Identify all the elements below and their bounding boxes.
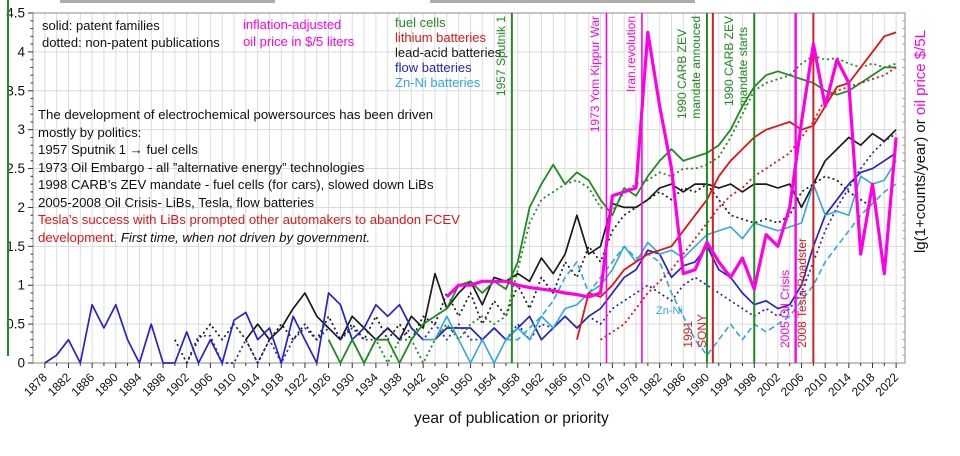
x-tick-label: 1894 [116, 370, 145, 399]
x-tick-label: 1886 [68, 370, 97, 399]
series-lithium-patents [576, 31, 897, 340]
x-tick-label: 1926 [305, 370, 334, 399]
x-tick-label: 1970 [565, 370, 594, 399]
x-tick-label: 1958 [494, 370, 523, 399]
x-tick-label: 2002 [754, 370, 783, 399]
x-tick-label: 1930 [329, 370, 358, 399]
x-tick-label: 1938 [376, 370, 405, 399]
x-tick-label: 1994 [707, 370, 736, 399]
y-tick-label: 0 [17, 356, 25, 371]
x-tick-label: 1966 [541, 370, 570, 399]
x-tick-label: 1914 [234, 370, 263, 399]
series-znni-publications [505, 183, 897, 356]
series-flow-publications [185, 132, 897, 364]
series-lead-acid-patents [245, 129, 897, 341]
y-tick-label: 2 [17, 200, 25, 215]
x-tick-label: 1950 [447, 370, 476, 399]
x-tick-label: 1962 [518, 370, 547, 399]
x-tick-label: 1890 [92, 370, 121, 399]
x-tick-label: 2006 [778, 370, 807, 399]
series-lithium-publications [600, 66, 897, 341]
y-tick-label: 4.5 [6, 6, 25, 21]
x-tick-label: 1906 [187, 370, 216, 399]
x-tick-label: 2022 [872, 370, 901, 399]
x-tick-label: 1954 [470, 370, 499, 399]
y-tick-label: 3 [17, 122, 25, 137]
x-tick-label: 2014 [825, 370, 854, 399]
x-tick-label: 2010 [802, 370, 831, 399]
y-tick-label: 1 [17, 278, 25, 293]
x-tick-label: 1978 [612, 370, 641, 399]
x-tick-label: 1998 [731, 370, 760, 399]
x-tick-label: 1974 [589, 370, 618, 399]
series-fuel-cells-patents [327, 66, 897, 364]
x-tick-label: 2018 [849, 370, 878, 399]
y-tick-label: 1.5 [6, 239, 25, 254]
x-tick-label: 1922 [281, 370, 310, 399]
x-tick-label: 1946 [423, 370, 452, 399]
x-tick-label: 1934 [352, 370, 381, 399]
x-tick-label: 1898 [139, 370, 168, 399]
series-oil-price [445, 30, 898, 299]
x-tick-label: 1882 [45, 370, 74, 399]
y-tick-label: 0.5 [6, 317, 25, 332]
series-lead-acid-publications [174, 175, 873, 364]
x-tick-label: 1878 [21, 370, 50, 399]
plot-border [32, 12, 906, 364]
y-tick-label: 4 [17, 44, 25, 59]
x-tick-label: 1918 [258, 370, 287, 399]
x-tick-label: 1986 [660, 370, 689, 399]
x-tick-label: 1982 [636, 370, 665, 399]
x-tick-label: 1902 [163, 370, 192, 399]
x-tick-label: 1990 [683, 370, 712, 399]
y-tick-label: 3.5 [6, 83, 25, 98]
y-tick-label: 2.5 [6, 161, 25, 176]
left-edge-green-line [7, 0, 9, 356]
series-znni-patents [423, 160, 897, 364]
top-artifact [430, 0, 695, 3]
x-tick-label: 1910 [210, 370, 239, 399]
top-artifact [60, 0, 275, 3]
x-tick-label: 1942 [400, 370, 429, 399]
